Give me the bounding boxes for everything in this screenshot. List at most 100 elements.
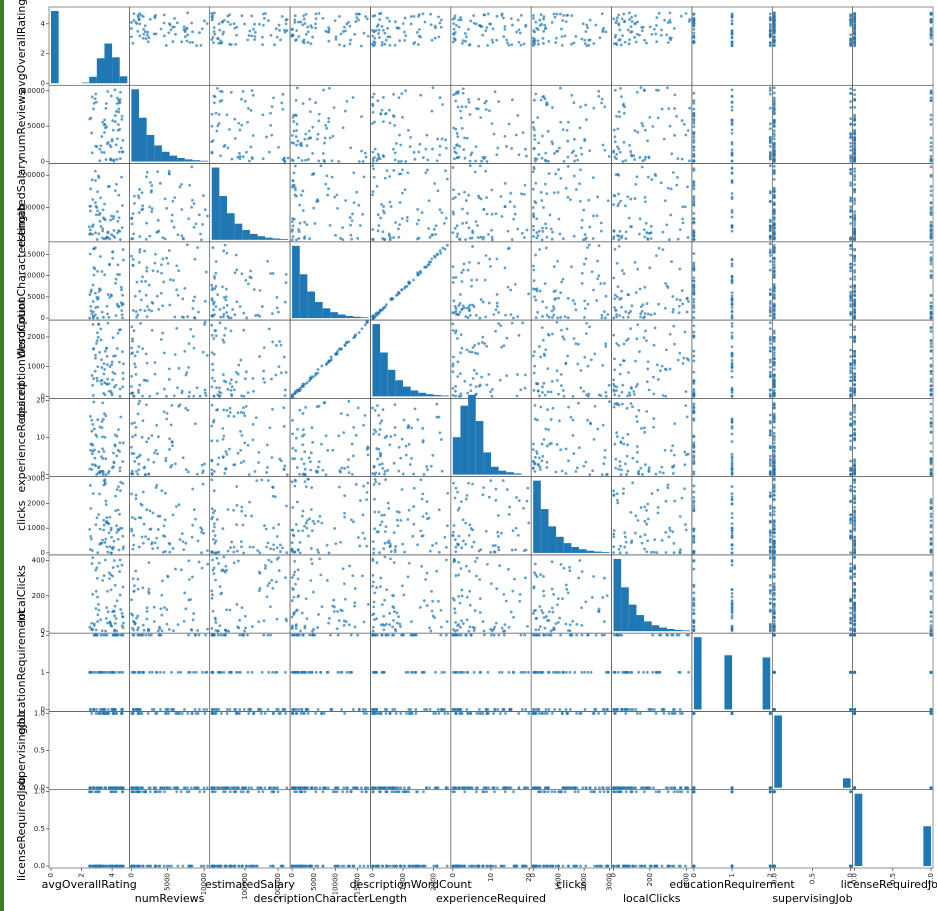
scatter-point <box>284 370 288 374</box>
scatter-point <box>311 519 315 523</box>
scatter-point <box>601 28 605 32</box>
scatter-point <box>388 234 391 238</box>
scatter-point <box>460 546 464 550</box>
scatter-point <box>480 25 484 28</box>
scatter-point <box>768 139 772 143</box>
scatter-point <box>266 465 269 469</box>
scatter-point <box>119 146 123 150</box>
scatter-point <box>516 533 520 537</box>
scatter-point <box>300 514 304 518</box>
scatter-point <box>235 485 239 488</box>
panel-estimated-salary-vs-experience-required <box>450 163 532 243</box>
scatter-point <box>637 408 641 412</box>
scatter-point <box>612 378 616 382</box>
scatter-point <box>504 313 507 317</box>
histogram-bar <box>540 509 549 553</box>
scatter-point <box>275 344 278 347</box>
scatter-point <box>482 207 486 211</box>
scatter-point <box>480 375 484 379</box>
scatter-point <box>680 119 684 122</box>
scatter-point <box>91 300 95 303</box>
panel-frame <box>852 241 934 321</box>
scatter-point <box>395 518 399 522</box>
scatter-point <box>397 96 401 100</box>
scatter-point <box>490 188 494 192</box>
scatter-point <box>617 403 621 407</box>
scatter-point <box>377 472 381 476</box>
scatter-point <box>354 20 358 23</box>
scatter-point <box>219 154 223 158</box>
scatter-point <box>589 358 593 362</box>
scatter-point <box>853 315 857 319</box>
scatter-point <box>365 447 369 451</box>
scatter-point <box>768 314 772 318</box>
scatter-point <box>398 223 401 227</box>
scatter-point <box>772 103 776 106</box>
scatter-point <box>853 190 857 194</box>
scatter-point <box>618 551 622 555</box>
scatter-point <box>547 428 551 431</box>
scatter-point <box>446 243 449 247</box>
scatter-point <box>371 42 374 46</box>
scatter-point <box>524 548 528 552</box>
scatter-point <box>115 210 119 214</box>
scatter-point <box>105 304 109 308</box>
scatter-point <box>354 12 358 16</box>
histogram-bar <box>345 315 354 319</box>
scatter-point <box>929 193 933 197</box>
scatter-point <box>171 199 175 203</box>
scatter-point <box>523 386 527 390</box>
scatter-point <box>620 289 624 293</box>
scatter-point <box>111 250 115 254</box>
scatter-point <box>853 408 857 412</box>
scatter-point <box>636 450 639 454</box>
scatter-point <box>444 169 447 173</box>
scatter-point <box>627 293 631 297</box>
scatter-point <box>210 550 214 554</box>
scatter-point <box>469 383 472 387</box>
scatter-point <box>559 315 563 319</box>
scatter-point <box>132 533 136 537</box>
scatter-point <box>147 308 151 312</box>
scatter-point <box>416 418 420 422</box>
scatter-point <box>364 323 367 327</box>
scatter-point <box>203 322 206 326</box>
scatter-point <box>585 44 589 48</box>
scatter-point <box>642 336 646 340</box>
scatter-point <box>316 371 320 375</box>
scatter-point <box>234 380 238 384</box>
scatter-point <box>203 208 207 212</box>
scatter-point <box>427 227 430 230</box>
scatter-point <box>99 196 103 200</box>
scatter-point <box>772 294 776 297</box>
scatter-point <box>772 190 776 194</box>
scatter-point <box>772 142 776 146</box>
scatter-point <box>583 38 587 42</box>
scatter-point <box>217 113 221 116</box>
scatter-point <box>217 456 221 460</box>
scatter-point <box>485 212 489 216</box>
scatter-point <box>768 251 772 254</box>
scatter-point <box>164 456 168 460</box>
scatter-point <box>145 170 149 174</box>
scatter-point <box>429 260 433 264</box>
scatter-point <box>621 436 625 440</box>
scatter-point <box>500 345 504 349</box>
scatter-point <box>175 288 179 292</box>
scatter-point <box>496 146 500 150</box>
scatter-point <box>218 321 222 325</box>
scatter-point <box>772 363 776 367</box>
scatter-point <box>269 272 273 275</box>
scatter-point <box>309 110 312 113</box>
scatter-point <box>95 339 99 343</box>
scatter-point <box>618 230 622 233</box>
scatter-point <box>929 372 933 376</box>
scatter-point <box>143 473 147 477</box>
scatter-point <box>532 214 535 218</box>
scatter-point <box>519 388 523 392</box>
scatter-point <box>210 424 214 428</box>
scatter-point <box>382 205 385 208</box>
scatter-point <box>588 149 592 153</box>
scatter-point <box>221 373 225 376</box>
scatter-point <box>262 369 266 373</box>
